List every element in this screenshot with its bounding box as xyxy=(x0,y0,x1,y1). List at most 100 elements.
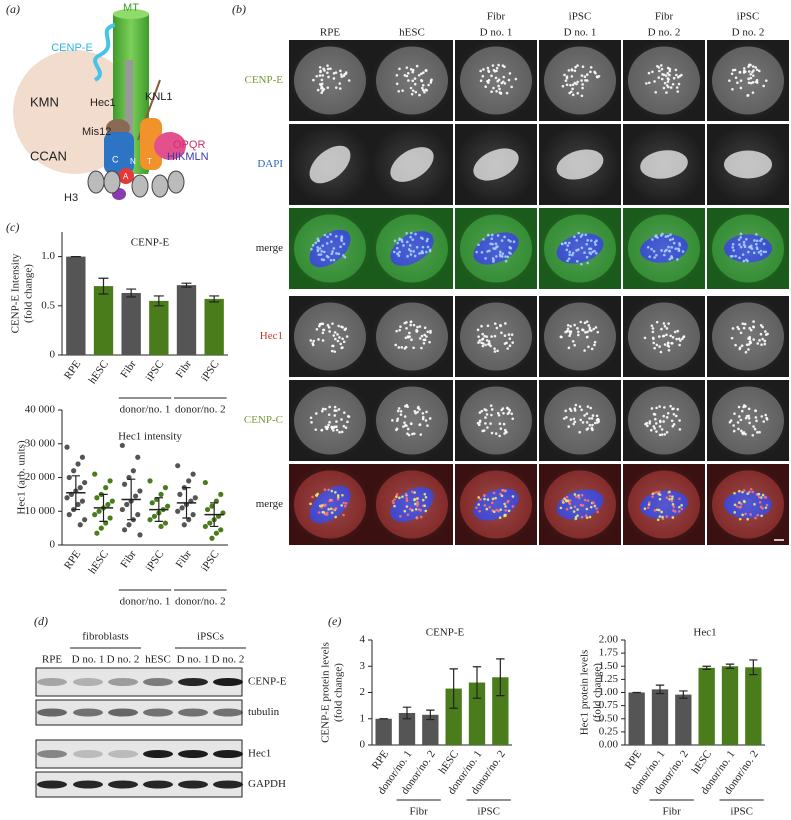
glow xyxy=(623,124,705,205)
micrograph xyxy=(623,208,705,289)
micrograph xyxy=(371,296,453,377)
micrograph xyxy=(455,464,537,545)
dot xyxy=(126,522,132,528)
bar xyxy=(721,666,739,745)
dot xyxy=(107,478,113,484)
band xyxy=(73,750,103,758)
bar xyxy=(422,714,439,745)
y-axis-label: Hec1 (arb. units) xyxy=(16,440,28,515)
dot xyxy=(209,503,215,509)
cenp-a xyxy=(118,168,134,184)
dot xyxy=(92,471,98,477)
column-header: D no. 1 xyxy=(480,27,513,39)
micrograph xyxy=(455,208,537,289)
dot xyxy=(135,512,141,518)
band xyxy=(178,708,208,717)
glow xyxy=(455,296,537,377)
x-tick-label: Fibr xyxy=(118,358,139,380)
dot xyxy=(209,535,215,541)
chart-title: CENP-E xyxy=(426,627,465,639)
y-tick-label: 1.00 xyxy=(599,686,619,698)
label: HIKMLN xyxy=(167,151,209,163)
group-label: donor/no. 2 xyxy=(175,404,226,416)
error-bar xyxy=(402,706,412,720)
y-tick-label: 10 000 xyxy=(25,505,56,517)
glow xyxy=(371,380,453,461)
glow xyxy=(539,380,621,461)
chart-title: Hec1 xyxy=(693,627,716,639)
y-tick-label: 0 xyxy=(50,349,56,361)
error-bar xyxy=(679,690,688,699)
micrograph xyxy=(707,464,789,545)
bar xyxy=(745,667,762,745)
dot xyxy=(175,508,181,514)
glow xyxy=(289,208,371,289)
label: MT xyxy=(123,2,139,14)
bar xyxy=(204,298,224,355)
group-label: Fibr xyxy=(409,806,428,818)
error-bar xyxy=(71,475,80,511)
band xyxy=(108,708,138,717)
y-tick-label: 40 000 xyxy=(25,404,56,416)
glow xyxy=(623,296,705,377)
y-tick-label: 2.00 xyxy=(599,634,619,646)
x-tick-label: RPE xyxy=(62,358,84,382)
dot xyxy=(186,478,192,484)
panel-label: (d) xyxy=(34,614,48,628)
dot xyxy=(130,468,136,474)
dot xyxy=(137,488,143,494)
column-header: RPE xyxy=(320,27,340,39)
dot xyxy=(75,461,81,467)
dot xyxy=(64,444,70,450)
y-tick-label: 2 xyxy=(360,686,366,698)
glow xyxy=(539,208,621,289)
error-bar xyxy=(725,663,735,669)
ccan-t xyxy=(140,118,162,170)
dot xyxy=(103,485,109,491)
column-header: Fibr xyxy=(487,11,506,23)
dot xyxy=(162,485,169,491)
glow xyxy=(707,380,789,461)
dot xyxy=(119,506,125,513)
micrograph xyxy=(623,464,705,545)
x-tick-label: RPE xyxy=(62,548,84,572)
column-header: D no. 2 xyxy=(648,27,681,39)
dot xyxy=(179,505,185,511)
dot xyxy=(137,532,143,538)
glow xyxy=(289,124,371,205)
kinetochore-diagram: MT CENP-E KMN Hec1 KNL1 Mis12 CCAN OPQR … xyxy=(13,2,209,204)
bar xyxy=(651,689,669,745)
row-label: DAPI xyxy=(257,158,283,170)
dot xyxy=(132,493,139,499)
y-tick-label: 1.50 xyxy=(599,660,619,672)
band xyxy=(108,750,138,758)
glow xyxy=(623,380,705,461)
panel-label: (b) xyxy=(232,2,246,16)
micrograph xyxy=(539,40,621,121)
micrograph xyxy=(623,40,705,121)
dot xyxy=(207,520,213,526)
glow xyxy=(707,464,789,545)
group-label: donor/no. 1 xyxy=(120,596,171,608)
dot xyxy=(165,503,171,509)
micrograph xyxy=(539,296,621,377)
dot xyxy=(105,501,111,508)
band xyxy=(213,780,243,789)
y-axis-label: (fold change) xyxy=(333,663,345,722)
band-label: Hec1 xyxy=(248,748,271,760)
dot xyxy=(181,522,187,528)
y-tick-label: 0.00 xyxy=(599,739,619,751)
bar xyxy=(675,694,692,745)
glow xyxy=(455,208,537,289)
error-bar xyxy=(472,666,482,699)
glow xyxy=(707,124,789,205)
band xyxy=(143,750,173,758)
dot xyxy=(98,525,104,531)
band xyxy=(37,780,67,789)
dot xyxy=(147,478,153,484)
glow xyxy=(371,124,453,205)
micrograph xyxy=(289,40,371,121)
micrograph xyxy=(623,124,705,205)
y-tick-label: 4 xyxy=(360,634,366,646)
